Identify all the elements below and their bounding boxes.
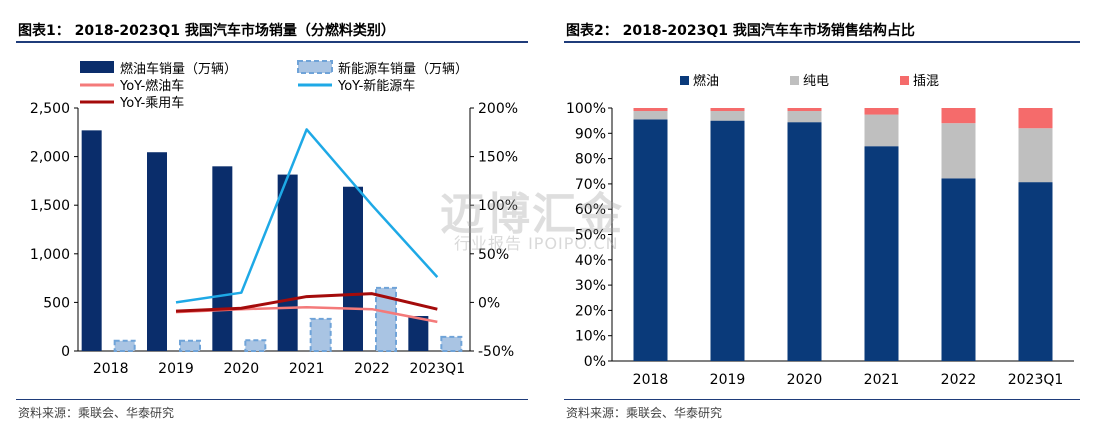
chart1-top-rule [16,41,528,43]
chart2-top-rule [564,41,1080,43]
watermark-main: 迈博汇金 [440,189,624,240]
chart2-legend-swatch [680,76,689,85]
chart1-bar-ice [212,166,233,351]
chart1-bar-ice [147,152,167,351]
chart2-bar-bev [864,114,899,147]
chart2-bottom-rule [564,399,1080,400]
chart2-bar-fuel [787,122,822,361]
chart1-bar-nev [375,286,397,353]
chart1-x-tick-label: 2018 [93,361,129,377]
chart2-x-tick-label: 2023Q1 [1008,372,1064,388]
chart1-bar-nev [113,339,136,353]
chart2-bar-phev [864,108,899,115]
chart2-bar-bev [710,111,745,121]
chart2-bar-fuel [941,178,976,361]
chart1-line-yoy-pv [175,292,438,313]
chart1-legend-label: YoY-新能源车 [337,78,415,94]
chart2-bar-bev [941,123,976,179]
chart2-left-tick-label: 60% [575,202,606,218]
chart1-legend-label: 新能源车销量（万辆） [338,61,468,77]
chart2-left-tick-label: 50% [575,228,606,244]
chart2-bar-phev [941,108,976,124]
chart2-left-tick-label: 100% [566,101,606,117]
chart2-bar-bev [787,111,822,123]
chart2-legend-swatch [790,76,799,85]
watermark-sub: 行业报告 IPOIPO.CN [454,234,619,253]
chart2-x-tick-label: 2020 [787,372,823,388]
chart1-legend-label: YoY-燃油车 [119,78,184,94]
chart2-bar-fuel [864,146,899,361]
chart2-x-tick-label: 2021 [864,372,900,388]
chart2-left-tick-label: 80% [575,152,606,168]
chart1-x-tick-label: 2019 [158,361,194,377]
chart1-right-tick-label: 0% [478,295,500,311]
chart2-left-tick-label: 30% [575,278,606,294]
chart2-bar-phev [710,108,745,112]
chart2-legend-swatch [900,76,909,85]
chart2-x-tick-label: 2018 [633,372,669,388]
chart1-legend-swatch [80,61,114,73]
chart1-line-yoy-nev [175,128,439,304]
chart2-legend-label: 纯电 [803,74,829,89]
chart1-left-tick-label: 1,000 [30,247,70,263]
chart1-right-tick-label: 100% [478,198,518,214]
chart1-title: 图表1： 2018-2023Q1 我国汽车市场销量（分燃料类别） [18,23,395,39]
chart1-bar-nev [309,317,332,353]
chart1-x-tick-label: 2022 [354,361,390,377]
chart2-legend-label: 燃油 [693,73,719,89]
chart1-left-tick-label: 2,000 [30,150,70,166]
chart1-right-tick-label: -50% [478,344,514,360]
chart2-left-tick-label: 40% [575,253,606,269]
chart2-x-tick-label: 2022 [941,372,977,388]
chart1-left-tick-label: 1,500 [30,198,70,214]
chart2-left-tick-label: 90% [575,126,606,142]
chart1-left-tick-label: 500 [43,295,70,311]
chart2-legend-label: 插混 [913,74,939,89]
chart2-bar-fuel [633,119,668,361]
chart1-left-tick-label: 2,500 [30,101,70,117]
chart2-x-tick-label: 2019 [710,372,746,388]
chart2-bar-fuel [710,120,745,362]
chart2-source: 资料来源：乘联会、华泰研究 [566,406,723,420]
chart1-x-tick-label: 2021 [289,361,325,377]
chart2-bar-bev [633,111,668,120]
chart1-bottom-rule [16,399,528,400]
chart1-bar-nev [440,335,463,353]
chart2-left-tick-label: 70% [575,177,606,193]
chart1-right-tick-label: 200% [478,101,518,117]
chart1-x-tick-label: 2023Q1 [410,361,466,377]
chart1-legend-label: YoY-乘用车 [119,95,184,111]
chart2-bar-bev [1018,128,1053,183]
chart1-right-tick-label: 150% [478,150,518,166]
chart1-left-tick-label: 0 [61,344,70,360]
chart2-bar-phev [1018,108,1053,129]
chart2-title: 图表2： 2018-2023Q1 我国汽车车市场销售结构占比 [566,23,915,39]
chart2-left-tick-label: 10% [575,329,606,345]
chart1-bar-ice [408,316,429,351]
chart1-legend-label: 燃油车销量（万辆） [120,61,237,77]
chart1-bar-nev [244,339,267,353]
chart1-source: 资料来源：乘联会、华泰研究 [18,406,175,420]
chart1-x-tick-label: 2020 [224,361,260,377]
chart1-bar-nev [179,339,201,353]
chart2-bar-fuel [1018,182,1053,361]
chart2-bar-phev [787,108,822,112]
chart2-left-tick-label: 20% [575,303,606,319]
chart1-bar-ice [81,130,102,351]
chart2-bar-phev [633,108,668,112]
chart1-legend-swatch [297,60,333,74]
chart2-left-tick-label: 0% [584,354,606,370]
chart1-right-tick-label: 50% [478,247,509,263]
